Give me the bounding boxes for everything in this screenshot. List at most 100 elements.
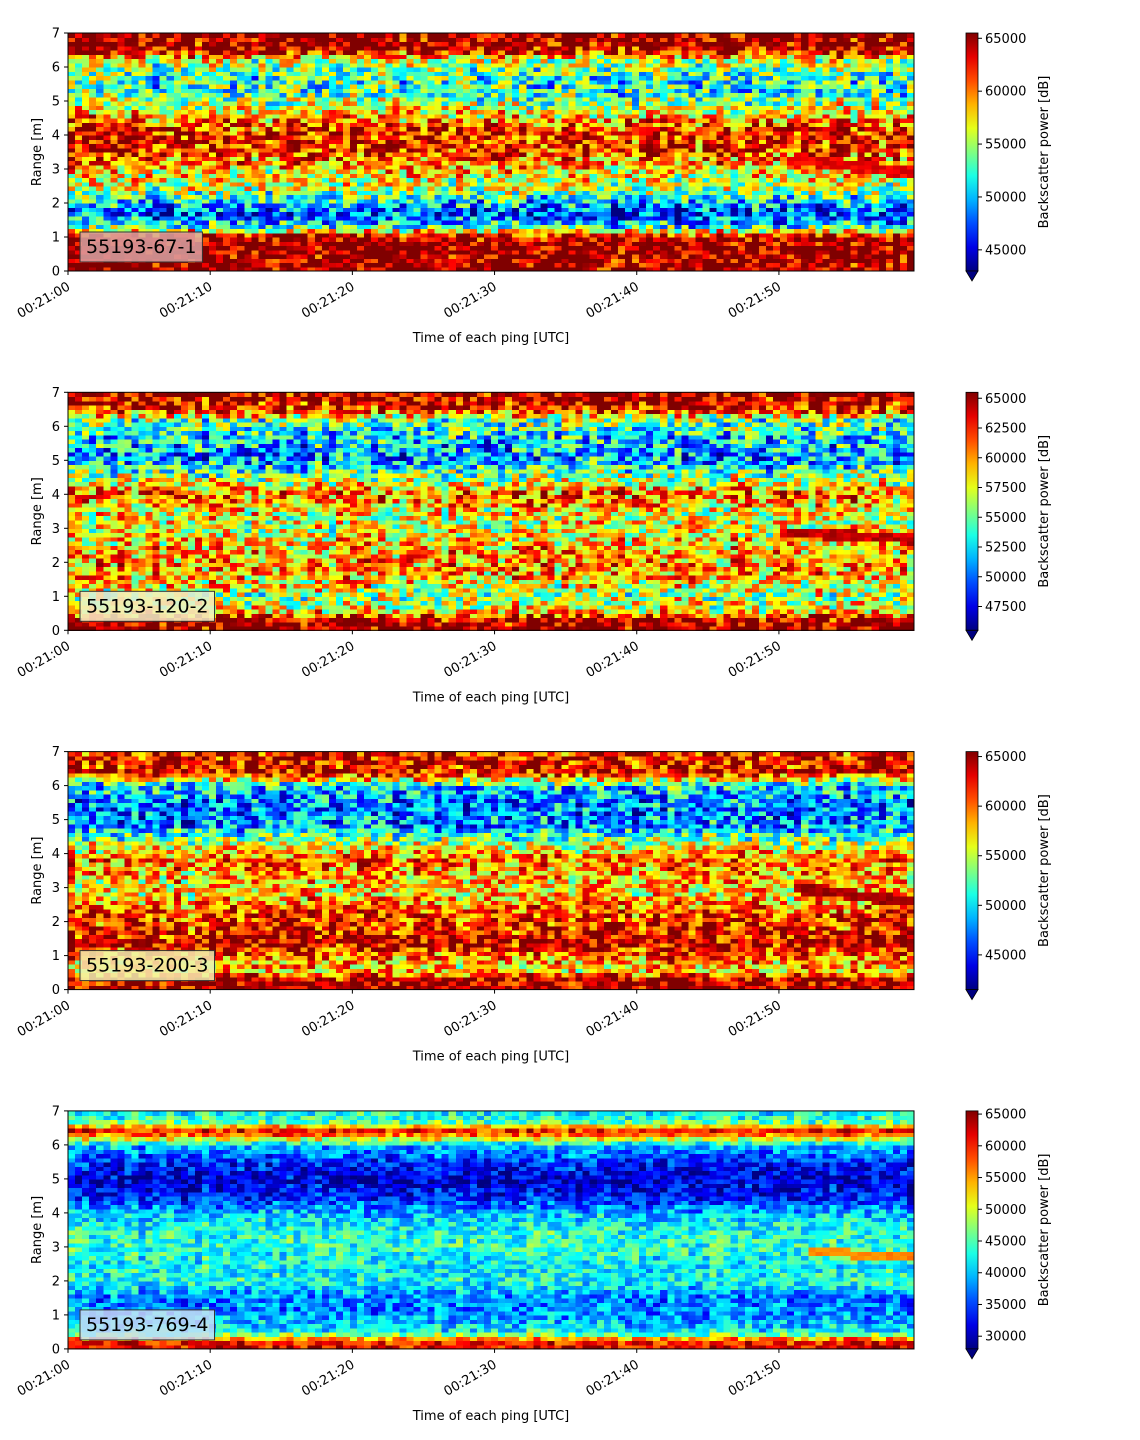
heatmap-cell — [476, 143, 485, 149]
heatmap-cell — [300, 254, 309, 259]
heatmap-cell — [639, 211, 647, 217]
heatmap-cell — [540, 62, 548, 68]
heatmap-cell — [617, 245, 626, 251]
heatmap-cell — [230, 237, 238, 242]
heatmap-cell — [237, 186, 245, 191]
heatmap-cell — [230, 173, 238, 179]
heatmap-cell — [505, 215, 513, 221]
heatmap-cell — [646, 198, 654, 204]
heatmap-cell — [526, 139, 534, 145]
heatmap-cell — [89, 164, 97, 170]
heatmap-cell — [632, 220, 640, 225]
heatmap-cell — [427, 224, 436, 230]
heatmap-cell — [540, 37, 548, 43]
heatmap-cell — [272, 194, 281, 200]
heatmap-cell — [342, 126, 351, 132]
heatmap-cell — [589, 237, 598, 242]
heatmap-cell — [603, 96, 612, 102]
heatmap-cell — [286, 33, 295, 38]
heatmap-cell — [540, 88, 548, 94]
heatmap-cell — [455, 224, 464, 230]
heatmap-cell — [617, 54, 626, 60]
heatmap-cell — [194, 169, 203, 174]
heatmap-cell — [455, 37, 464, 43]
heatmap-cell — [89, 96, 97, 102]
heatmap-cell — [286, 71, 295, 77]
heatmap-cell — [371, 156, 379, 162]
heatmap-cell — [187, 113, 196, 119]
heatmap-cell — [427, 249, 436, 255]
heatmap-cell — [166, 173, 175, 179]
heatmap-cell — [582, 113, 591, 119]
heatmap-cell — [575, 96, 584, 102]
heatmap-cell — [674, 45, 682, 51]
heatmap-cell — [674, 156, 682, 162]
heatmap-cell — [632, 160, 640, 166]
heatmap-cell — [561, 130, 570, 136]
heatmap-cell — [364, 241, 372, 247]
heatmap-cell — [166, 181, 175, 187]
heatmap-cell — [328, 190, 337, 196]
heatmap-cell — [244, 41, 252, 47]
heatmap-cell — [533, 135, 541, 140]
heatmap-cell — [103, 152, 111, 157]
heatmap-cell — [632, 249, 640, 255]
heatmap-cell — [434, 147, 443, 153]
heatmap-cell — [582, 241, 591, 247]
heatmap-cell — [526, 207, 534, 213]
heatmap-cell — [230, 41, 238, 47]
heatmap-cell — [201, 224, 210, 230]
heatmap-cell — [519, 245, 527, 251]
heatmap-cell — [603, 101, 612, 106]
heatmap-cell — [392, 258, 400, 264]
heatmap-cell — [413, 109, 422, 115]
heatmap-cell — [138, 143, 147, 149]
heatmap-cell — [526, 245, 534, 251]
heatmap-cell — [131, 207, 140, 213]
heatmap-cell — [307, 224, 316, 230]
heatmap-cell — [413, 237, 422, 242]
heatmap-cell — [103, 262, 111, 268]
heatmap-cell — [201, 109, 210, 115]
heatmap-cell — [244, 33, 252, 38]
heatmap-cell — [420, 54, 429, 60]
heatmap-cell — [526, 84, 534, 89]
heatmap-cell — [434, 33, 443, 38]
heatmap-cell — [519, 232, 527, 238]
heatmap-cell — [293, 41, 302, 47]
heatmap-cell — [498, 156, 506, 162]
heatmap-cell — [194, 147, 203, 153]
heatmap-cell — [342, 237, 351, 242]
heatmap-cell — [180, 181, 189, 187]
heatmap-cell — [96, 45, 104, 51]
heatmap-cell — [427, 207, 436, 213]
heatmap-cell — [568, 105, 577, 111]
heatmap-cell — [378, 92, 386, 98]
heatmap-cell — [660, 50, 668, 55]
heatmap-cell — [392, 75, 400, 81]
heatmap-cell — [561, 126, 570, 132]
heatmap-cell — [561, 71, 570, 77]
heatmap-cell — [230, 160, 238, 166]
heatmap-cell — [279, 101, 288, 106]
heatmap-cell — [568, 143, 577, 149]
heatmap-cell — [547, 156, 556, 162]
heatmap-cell — [307, 118, 316, 123]
heatmap-cell — [498, 88, 506, 94]
heatmap-cell — [681, 33, 689, 38]
heatmap-cell — [399, 101, 407, 106]
heatmap-cell — [469, 232, 478, 238]
heatmap-cell — [639, 173, 647, 179]
heatmap-cell — [392, 220, 400, 225]
heatmap-cell — [624, 139, 633, 145]
heatmap-cell — [68, 266, 76, 272]
heatmap-cell — [342, 228, 351, 234]
heatmap-cell — [469, 67, 478, 72]
heatmap-cell — [582, 33, 591, 38]
heatmap-cell — [448, 177, 457, 183]
heatmap-cell — [328, 109, 337, 115]
heatmap-cell — [166, 147, 175, 153]
heatmap-cell — [180, 33, 189, 38]
heatmap-cell — [406, 262, 415, 268]
heatmap-cell — [688, 262, 697, 268]
